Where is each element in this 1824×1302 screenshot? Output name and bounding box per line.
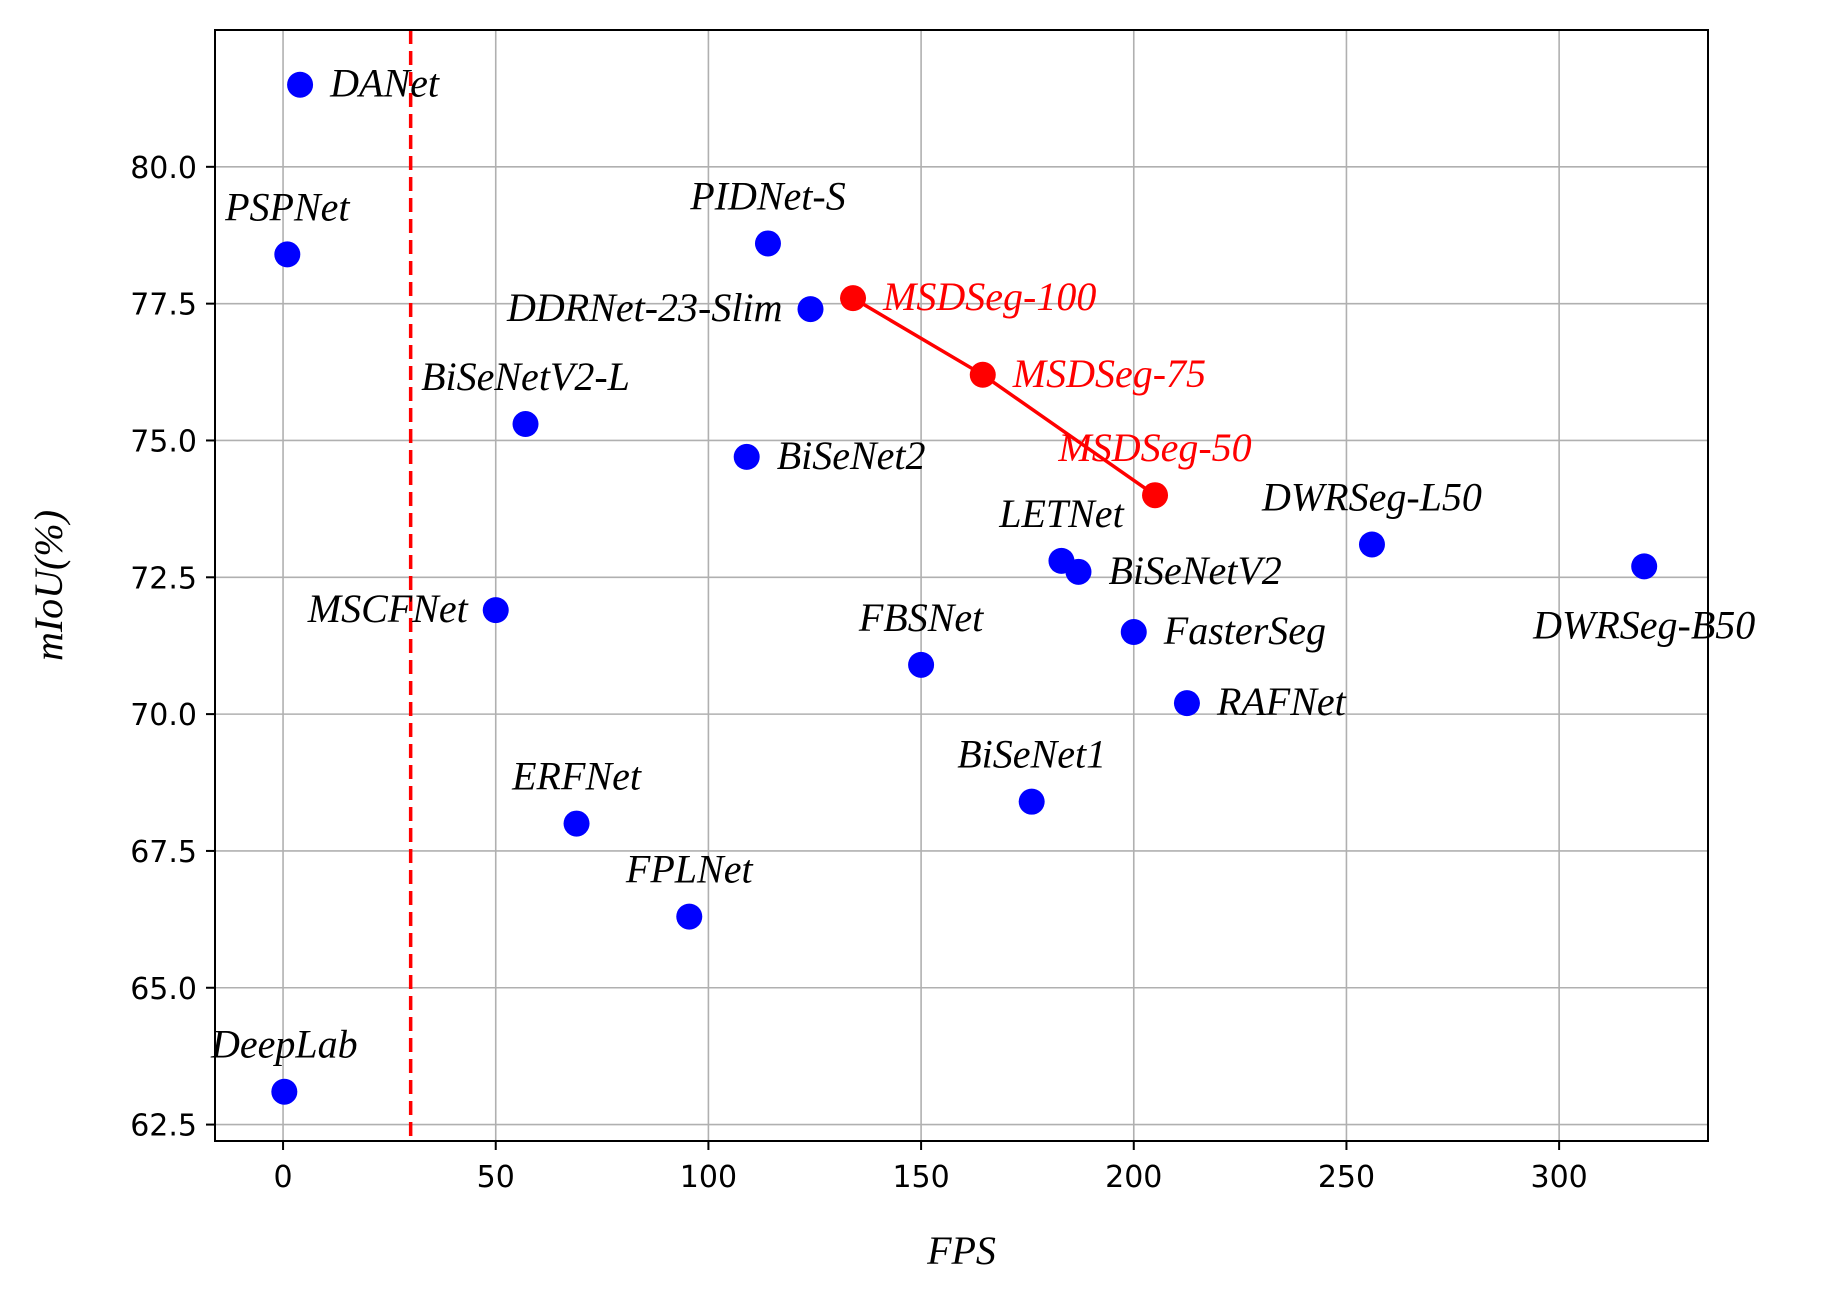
point-msdseg-50 — [1142, 482, 1169, 509]
label-pidnet-s: PIDNet-S — [689, 173, 846, 218]
point-ddrnet-23-slim — [797, 296, 824, 323]
x-tick-label: 250 — [1318, 1160, 1375, 1195]
x-axis-label: FPS — [926, 1228, 996, 1273]
label-bisenetv2: BiSeNetV2 — [1108, 548, 1281, 593]
y-tick-label: 65.0 — [130, 972, 197, 1007]
x-tick-label: 150 — [892, 1160, 949, 1195]
point-bisenet2 — [733, 443, 760, 470]
label-letnet: LETNet — [998, 491, 1124, 536]
label-fasterseg: FasterSeg — [1163, 608, 1326, 653]
y-tick-label: 62.5 — [130, 1109, 197, 1144]
point-fbsnet — [908, 651, 935, 678]
point-deeplab — [271, 1078, 298, 1105]
label-deeplab: DeepLab — [210, 1022, 358, 1067]
point-danet — [287, 71, 314, 98]
x-tick-label: 50 — [477, 1160, 515, 1195]
label-fplnet: FPLNet — [625, 847, 754, 892]
label-fbsnet: FBSNet — [858, 595, 984, 640]
point-rafnet — [1173, 690, 1200, 717]
y-tick-label: 75.0 — [130, 424, 197, 459]
grid — [215, 30, 1708, 1141]
label-msdseg-50: MSDSeg-50 — [1057, 425, 1251, 470]
plot-frame — [214, 29, 1709, 1142]
y-tick-label: 72.5 — [130, 561, 197, 596]
point-msdseg-100 — [840, 285, 867, 312]
label-pspnet: PSPNet — [224, 184, 350, 229]
label-msdseg-100: MSDSeg-100 — [882, 274, 1096, 319]
label-mscfnet: MSCFNet — [307, 586, 469, 631]
y-tick-label: 80.0 — [130, 151, 197, 186]
y-tick-label: 67.5 — [130, 835, 197, 870]
axis-ticks: 0 50 100 150 200 250 300 62.5 65.0 67.5 70.0 72.5 75… — [130, 151, 1588, 1195]
point-dwrseg-b50 — [1631, 553, 1658, 580]
x-tick-label: 200 — [1105, 1160, 1162, 1195]
point-pidnet-s — [754, 230, 781, 257]
label-ddrnet-23-slim: DDRNet-23-Slim — [506, 285, 783, 330]
label-msdseg-75: MSDSeg-75 — [1012, 351, 1206, 396]
point-fplnet — [676, 903, 703, 930]
label-bisenet1: BiSeNet1 — [957, 732, 1106, 777]
point-bisenetv2-l — [512, 411, 539, 438]
label-bisenet2: BiSeNet2 — [777, 433, 926, 478]
x-tick-label: 300 — [1530, 1160, 1587, 1195]
x-tick-label: 100 — [680, 1160, 737, 1195]
label-erfnet: ERFNet — [511, 754, 642, 799]
series-layer — [271, 71, 1658, 1105]
x-tick-label: 0 — [274, 1160, 293, 1195]
point-bisenet1 — [1018, 788, 1045, 815]
point-bisenetv2 — [1065, 558, 1092, 585]
y-axis-label: mIoU(%) — [26, 510, 71, 661]
label-rafnet: RAFNet — [1216, 679, 1347, 724]
y-tick-label: 70.0 — [130, 698, 197, 733]
label-dwrseg-b50: DWRSeg-B50 — [1532, 602, 1755, 647]
point-label-layer: DANet PSPNet PIDNet-S DDRNet-23-Slim BiSeNet… — [210, 61, 1755, 1067]
point-fasterseg — [1120, 619, 1147, 646]
point-erfnet — [563, 810, 590, 837]
y-tick-label: 77.5 — [130, 288, 197, 323]
label-bisenetv2-l: BiSeNetV2-L — [421, 354, 630, 399]
point-mscfnet — [482, 597, 509, 624]
label-danet: DANet — [329, 61, 440, 106]
label-dwrseg-l50: DWRSeg-L50 — [1261, 474, 1482, 519]
point-pspnet — [274, 241, 301, 268]
point-dwrseg-l50 — [1358, 531, 1385, 558]
point-msdseg-75 — [969, 361, 996, 388]
